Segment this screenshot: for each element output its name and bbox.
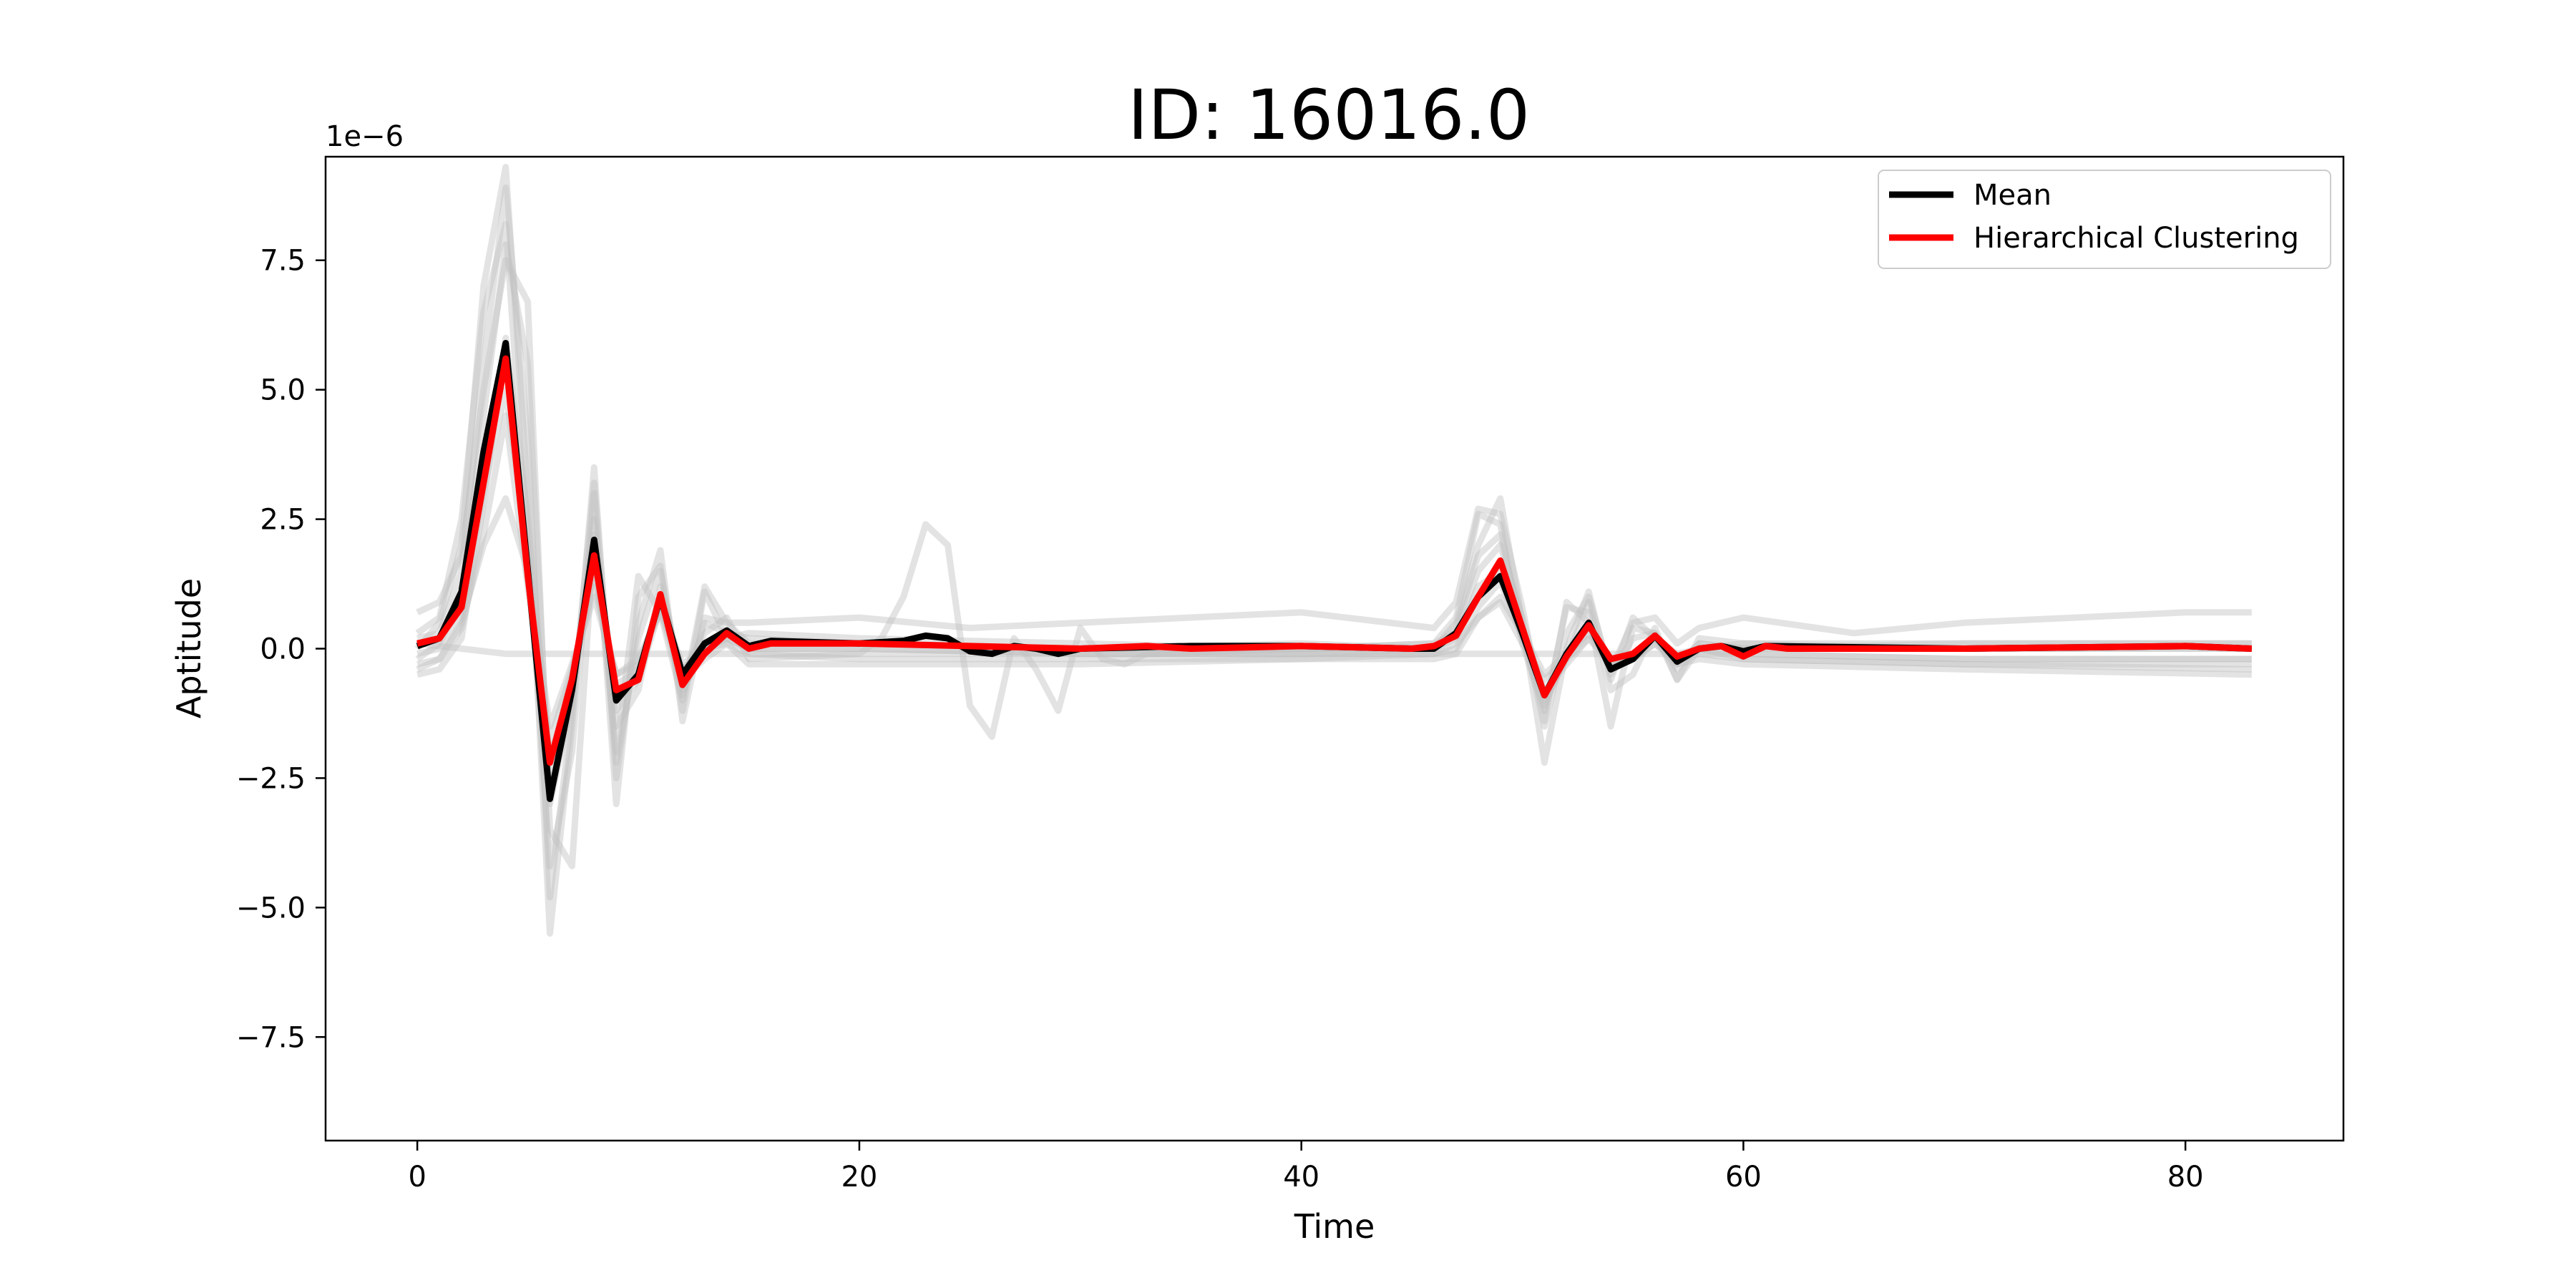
x-tick-label: 40	[1283, 1161, 1319, 1194]
x-tick-label: 20	[841, 1161, 877, 1194]
background-sample-line-4	[416, 257, 2252, 869]
legend-label-hierarchical-clustering: Hierarchical Clustering	[1974, 222, 2299, 255]
legend: Mean Hierarchical Clustering	[1878, 170, 2331, 269]
x-tick-label: 60	[1725, 1161, 1762, 1194]
series-line-hierarchical-clustering	[416, 355, 2252, 766]
x-tick-label: 0	[408, 1161, 426, 1194]
background-sample-line-7	[416, 184, 2252, 901]
background-sample-line-9	[416, 640, 2252, 663]
x-axis-label: Time	[1294, 1207, 1375, 1246]
y-tick-label: 0.0	[260, 633, 306, 666]
y-tick-label: −7.5	[236, 1021, 306, 1054]
legend-box	[1878, 170, 2331, 269]
x-axis: 0 20 40 60 80	[408, 1141, 2204, 1194]
y-tick-label: 5.0	[260, 374, 306, 407]
y-tick-label: 7.5	[260, 245, 306, 278]
series-line-mean	[416, 340, 2252, 802]
y-axis-label: Aptitude	[170, 578, 208, 718]
background-sample-line-3	[416, 495, 2252, 730]
legend-label-mean: Mean	[1974, 179, 2051, 212]
background-sample-line-5	[415, 241, 2252, 808]
y-tick-label: 2.5	[260, 504, 306, 537]
background-sample-line-6	[416, 334, 2252, 766]
background-sample-line-8	[416, 386, 2252, 781]
background-sample-line-10	[416, 412, 2252, 746]
background-sample-line-1	[414, 164, 2252, 937]
y-tick-label: −5.0	[236, 892, 306, 924]
y-axis: −7.5 −5.0 −2.5 0.0 2.5 5.0 7.5	[236, 245, 326, 1054]
y-axis-offset-label: 1e−6	[326, 120, 404, 153]
background-sample-line-2	[415, 220, 2252, 869]
chart-title: ID: 16016.0	[1128, 75, 1530, 155]
x-tick-label: 80	[2167, 1161, 2204, 1194]
y-tick-label: −2.5	[236, 762, 306, 795]
